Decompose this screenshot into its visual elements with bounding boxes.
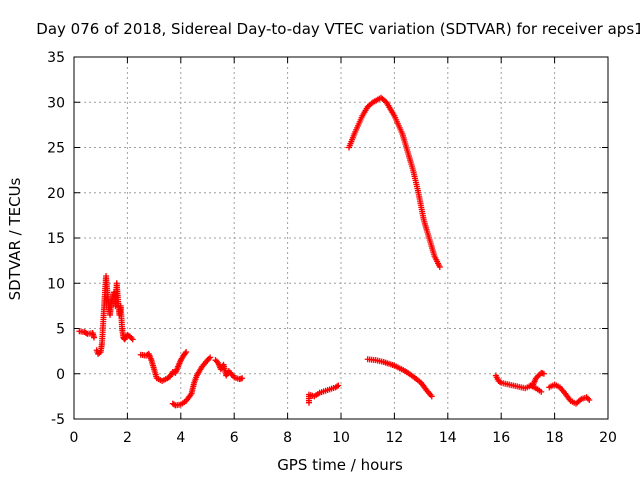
x-axis-label: GPS time / hours [277, 456, 403, 474]
y-tick-label: 0 [56, 367, 65, 383]
data-point [183, 349, 190, 356]
x-tick-label: 0 [70, 430, 79, 446]
y-tick-label: 25 [47, 141, 65, 157]
x-tick-label: 14 [439, 430, 457, 446]
data-point [333, 383, 340, 390]
chart-title: Day 076 of 2018, Sidereal Day-to-day VTE… [36, 20, 640, 38]
series-seg8 [364, 356, 435, 400]
x-tick-label: 20 [599, 430, 617, 446]
data-point [239, 375, 246, 382]
data-point [496, 378, 503, 385]
series-seg11 [546, 381, 593, 407]
data-point [207, 354, 214, 361]
x-tick-labels: 0 2 4 6 8 10 12 14 16 18 20 [70, 430, 617, 446]
data-point [584, 395, 591, 402]
x-tick-label: 8 [283, 430, 292, 446]
data-point [576, 397, 583, 404]
y-tick-label: 20 [47, 186, 65, 202]
data-point [129, 336, 136, 343]
data-point [436, 263, 443, 270]
y-tick-label: 15 [47, 231, 65, 247]
x-tick-label: 10 [332, 430, 350, 446]
series-seg10 [527, 382, 545, 395]
y-tick-label: 5 [56, 322, 65, 338]
series-seg5 [212, 357, 246, 383]
series-seg1 [76, 328, 98, 341]
series-seg2 [93, 273, 136, 357]
x-tick-label: 12 [385, 430, 403, 446]
x-tick-label: 2 [123, 430, 132, 446]
x-tick-label: 4 [176, 430, 185, 446]
data-point [335, 382, 342, 389]
x-tick-label: 6 [230, 430, 239, 446]
y-axis-label: SDTVAR / TECUs [6, 177, 24, 300]
y-tick-label: 35 [47, 50, 65, 66]
x-tick-label: 16 [492, 430, 510, 446]
y-tick-labels: -5 0 5 10 15 20 25 30 35 [47, 50, 65, 428]
data-point [91, 334, 98, 341]
series-seg7 [346, 94, 443, 270]
series-seg4 [169, 354, 214, 409]
y-tick-label: 30 [47, 95, 65, 111]
data-point [538, 388, 545, 395]
data-points [76, 94, 593, 409]
axis-ticks [73, 56, 609, 420]
data-point [182, 350, 189, 357]
series-seg6 [305, 382, 342, 406]
data-point [428, 393, 435, 400]
data-point [586, 396, 593, 403]
y-tick-label: -5 [51, 412, 65, 428]
data-point [540, 370, 547, 377]
series-seg3 [137, 349, 190, 384]
y-tick-label: 10 [47, 276, 65, 292]
x-tick-label: 18 [546, 430, 564, 446]
